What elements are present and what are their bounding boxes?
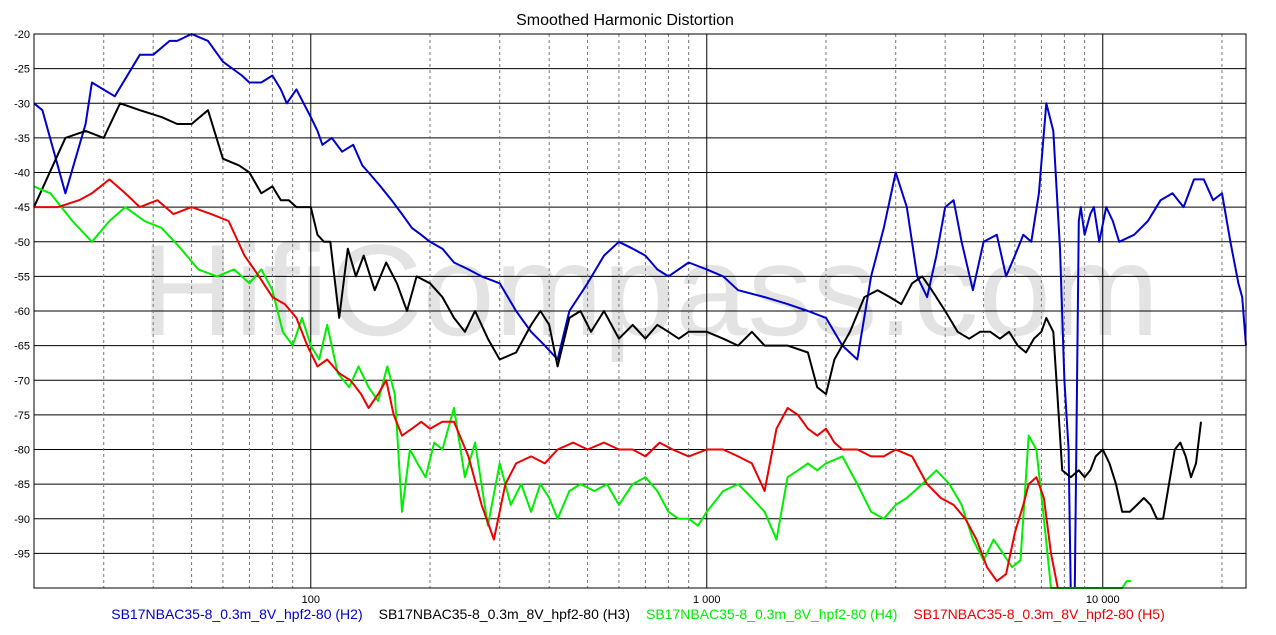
y-tick-label: -90	[14, 514, 30, 526]
y-tick-label: -40	[14, 168, 30, 180]
series-line-h5	[34, 178, 1059, 589]
y-tick-label: -70	[14, 375, 30, 387]
series-line-h4	[33, 185, 1132, 589]
x-tick-label: 10 000	[1086, 594, 1120, 606]
y-tick-label: -55	[14, 271, 30, 283]
legend-item-h2: SB17NBAC35-8_0.3m_8V_hpf2-80 (H2)	[111, 606, 363, 622]
y-tick-label: -50	[14, 237, 30, 249]
y-tick-label: -85	[14, 479, 30, 491]
plot-frame	[33, 33, 1247, 589]
grid	[34, 34, 1246, 588]
legend-item-h3: SB17NBAC35-8_0.3m_8V_hpf2-80 (H3)	[378, 606, 630, 622]
y-tick-label: -35	[14, 133, 30, 145]
y-tick-label: -25	[14, 64, 30, 76]
x-tick-labels: 100 1 000 10 000	[302, 594, 1120, 606]
y-tick-label: -65	[14, 341, 30, 353]
x-tick-label: 1 000	[693, 594, 721, 606]
y-tick-label: -80	[14, 445, 30, 457]
series-line-h2	[33, 33, 1247, 589]
series-line-h3	[33, 102, 1202, 520]
y-tick-label: -60	[14, 306, 30, 318]
legend: SB17NBAC35-8_0.3m_8V_hpf2-80 (H2) SB17NB…	[0, 606, 1276, 630]
legend-item-h4: SB17NBAC35-8_0.3m_8V_hpf2-80 (H4)	[646, 606, 898, 622]
y-tick-label: -45	[14, 202, 30, 214]
y-tick-label: -30	[14, 98, 30, 110]
legend-item-h5: SB17NBAC35-8_0.3m_8V_hpf2-80 (H5)	[913, 606, 1165, 622]
y-tick-label: -75	[14, 410, 30, 422]
y-tick-label: -20	[14, 29, 30, 41]
x-tick-label: 100	[302, 594, 320, 606]
series-lines	[33, 33, 1247, 589]
y-tick-labels: -20 -25 -30 -35 -40 -45 -50 -55 -60 -65 -70 -75 -80 -…	[14, 29, 30, 560]
chart-title: Smoothed Harmonic Distortion	[516, 12, 734, 29]
y-tick-label: -95	[14, 548, 30, 560]
